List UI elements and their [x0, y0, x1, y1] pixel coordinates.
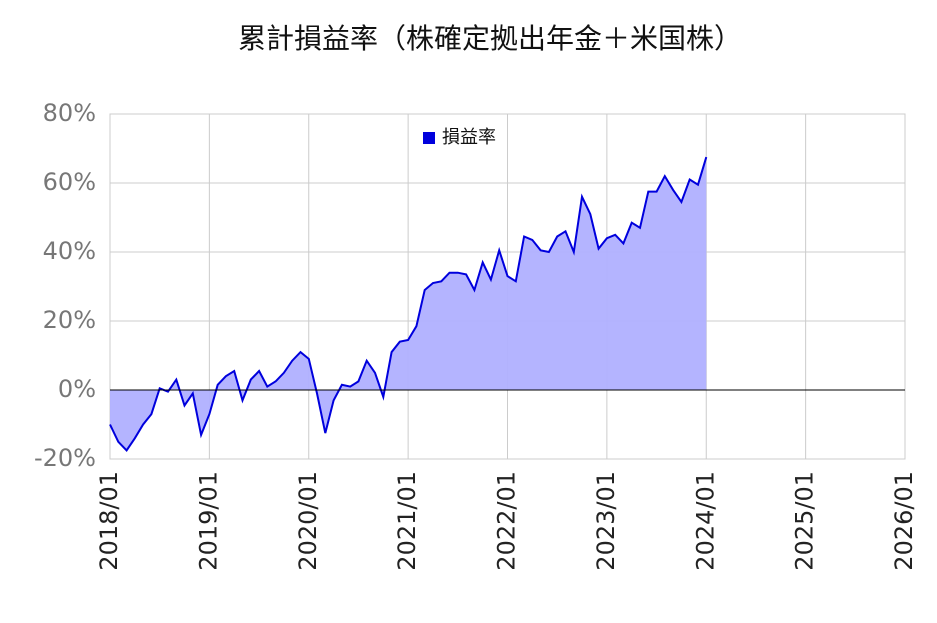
x-tick-label: 2026/01 [890, 471, 918, 571]
y-tick-label: 60% [43, 168, 96, 196]
area [110, 157, 707, 451]
y-tick-label: -20% [34, 444, 96, 472]
x-tick-label: 2024/01 [691, 471, 719, 571]
x-tick-label: 2023/01 [592, 471, 620, 571]
line [109, 156, 708, 452]
x-tick-label: 2019/01 [194, 471, 222, 571]
x-tick-label: 2025/01 [791, 471, 819, 571]
x-tick-label: 2020/01 [294, 471, 322, 571]
legend-label: 損益率 [442, 127, 496, 148]
x-tick-label: 2021/01 [393, 471, 421, 571]
x-tick-label: 2022/01 [493, 471, 521, 571]
y-tick-label: 0% [58, 375, 96, 403]
chart-title: 累計損益率（株確定拠出年金＋米国株） [238, 22, 742, 55]
y-tick-label: 80% [43, 99, 96, 127]
legend-swatch [423, 132, 435, 144]
y-tick-label: 40% [43, 237, 96, 265]
y-tick-label: 20% [43, 306, 96, 334]
x-tick-label: 2018/01 [95, 471, 123, 571]
